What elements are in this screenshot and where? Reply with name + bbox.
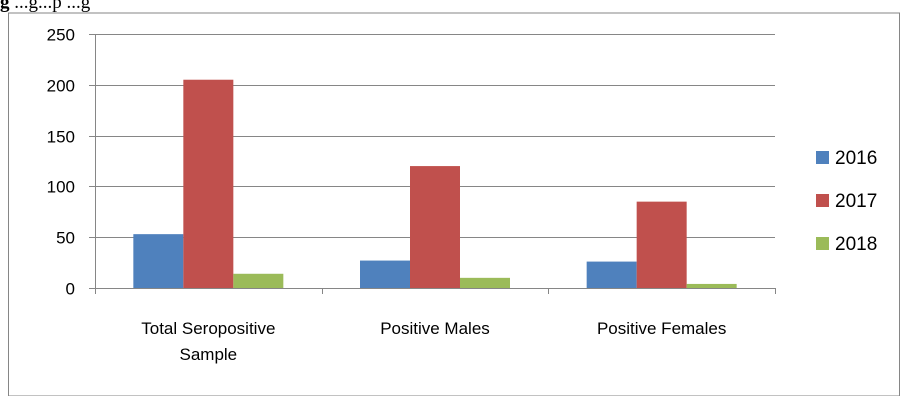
legend-label-2016: 2016 — [835, 148, 877, 169]
caption-prefix: g — [0, 0, 10, 13]
legend-swatch-2018 — [816, 237, 829, 250]
y-tick-label: 0 — [66, 280, 75, 299]
category-label: Total Seropositive — [141, 319, 275, 338]
y-tick-label: 100 — [47, 178, 75, 197]
bar-2018 — [460, 277, 510, 288]
category-label: Positive Females — [597, 319, 726, 338]
labels: 0 50 100 150 200 250 Total Seropositive Sample P… — [47, 26, 727, 365]
legend-label-2018: 2018 — [835, 234, 877, 255]
category-label: Sample — [180, 345, 238, 364]
y-tick-label: 250 — [47, 26, 75, 45]
figure-caption: g ...g...p ...g — [0, 0, 90, 14]
bar-2016 — [133, 234, 184, 288]
bar-2017 — [183, 79, 234, 288]
legend-swatch-2016 — [816, 151, 829, 164]
bar-2017 — [410, 166, 460, 288]
bars — [133, 79, 737, 288]
bar-2016 — [586, 261, 637, 288]
legend-swatch-2017 — [816, 194, 829, 207]
bar-2017 — [636, 201, 687, 288]
caption-body: ...g...p ...g — [9, 0, 91, 13]
legend: 2016 2017 2018 — [816, 148, 877, 255]
bar-2018 — [233, 273, 284, 288]
y-tick-label: 200 — [47, 77, 75, 96]
y-tick-label: 150 — [47, 128, 75, 147]
bar-2016 — [360, 260, 410, 288]
bar-2018 — [686, 283, 737, 288]
axes — [89, 34, 776, 294]
y-tick-label: 50 — [56, 229, 75, 248]
category-label: Positive Males — [380, 319, 490, 338]
legend-label-2017: 2017 — [835, 191, 877, 212]
